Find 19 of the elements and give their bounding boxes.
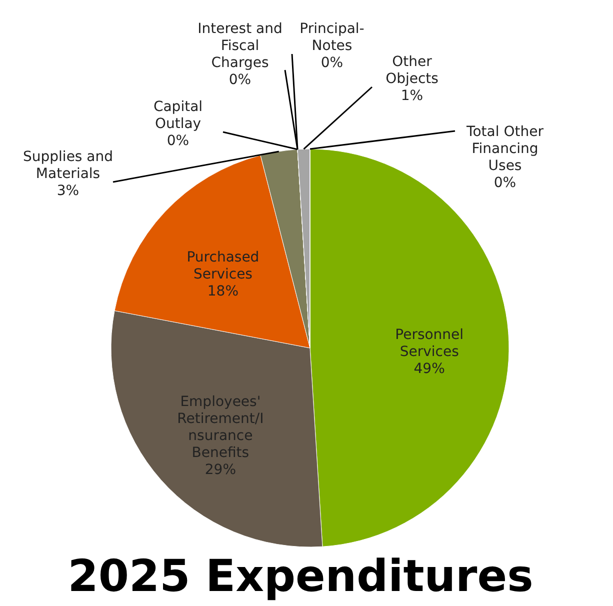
data-label: 29%	[204, 462, 236, 478]
slice-label: Personnel Services	[395, 327, 464, 360]
text: 0%	[166, 133, 190, 149]
text: 0%	[228, 72, 252, 88]
slice-label: Purchased Services	[186, 249, 260, 282]
slice-label: Other Objects	[386, 54, 438, 87]
text: 0%	[320, 55, 344, 71]
data-label: 1%	[400, 88, 424, 104]
data-label: 3%	[56, 183, 80, 199]
slice-label: Supplies and Materials	[22, 149, 114, 182]
category-label: Principal- Notes	[300, 21, 364, 54]
category-label: Interest and Fiscal Charges	[198, 21, 282, 71]
text: 0%	[494, 175, 516, 191]
data-label: 18%	[207, 283, 239, 300]
data-label: 49%	[414, 361, 445, 378]
category-label: Capital Outlay	[153, 99, 203, 132]
text: 2025 Expenditures	[68, 551, 534, 602]
category-label: Total Other Financing Uses	[466, 124, 544, 174]
slice-label: Employees' Retirement/I nsurance Benefits	[177, 394, 264, 461]
